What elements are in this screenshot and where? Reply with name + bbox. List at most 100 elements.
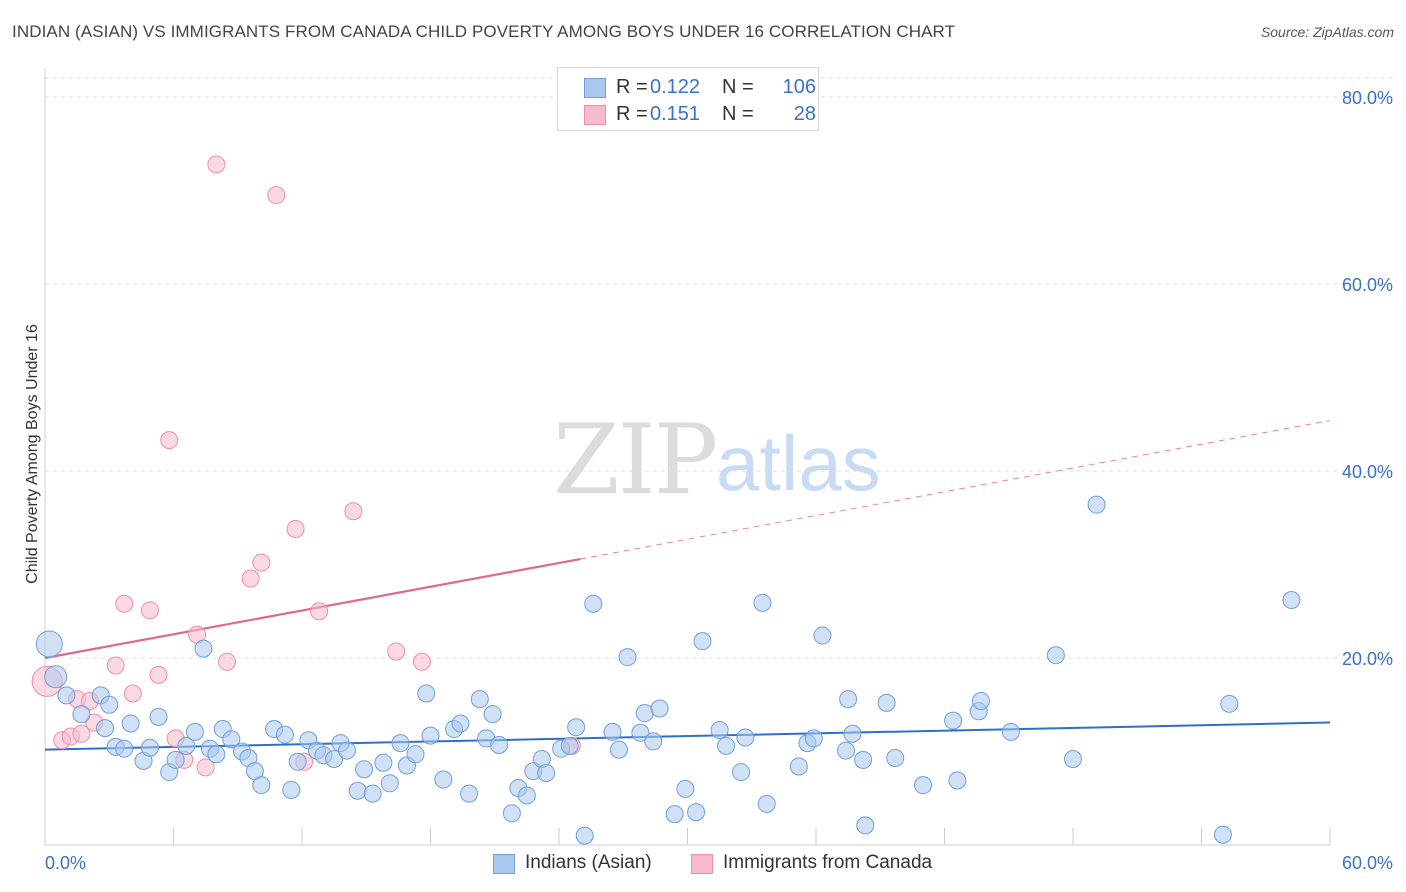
data-point-indians	[944, 711, 963, 730]
data-point-canada	[207, 155, 226, 174]
bottom-legend-label: Indians (Asian)	[525, 852, 652, 873]
data-point-indians	[355, 760, 374, 779]
axes	[44, 68, 1331, 846]
legend-swatch-blue	[584, 78, 606, 98]
watermark-zip: ZIP	[553, 404, 718, 516]
data-point-indians	[1046, 646, 1065, 665]
bottom-legend-swatch-blue	[493, 854, 515, 874]
data-point-indians	[618, 648, 637, 667]
data-point-canada	[412, 652, 431, 671]
data-point-canada	[149, 665, 168, 684]
data-point-indians	[736, 728, 755, 747]
data-point-indians	[194, 639, 213, 658]
data-point-indians	[584, 594, 603, 613]
data-point-indians	[421, 726, 440, 745]
data-point-indians	[121, 714, 140, 733]
data-point-indians	[1087, 495, 1106, 514]
data-point-indians	[1282, 591, 1301, 610]
data-point-indians	[650, 699, 669, 718]
legend-n-value: 106	[782, 76, 816, 98]
data-point-indians	[693, 632, 712, 651]
data-point-canada	[72, 724, 91, 743]
data-point-indians	[35, 630, 63, 658]
data-point-indians	[502, 804, 521, 823]
data-point-indians	[710, 720, 729, 739]
data-point-canada	[267, 186, 286, 205]
data-point-indians	[609, 740, 628, 759]
data-point-indians	[843, 724, 862, 743]
data-point-indians	[490, 735, 509, 754]
data-point-indians	[1220, 694, 1239, 713]
series-immigrants-from-canada	[31, 155, 581, 777]
correlation-legend: R = 0.122 N = 106 R = 0.151 N = 28	[557, 67, 819, 131]
legend-r-value: 0.122	[650, 76, 701, 98]
data-point-indians	[391, 734, 410, 753]
y-axis-label: Child Poverty Among Boys Under 16	[24, 324, 41, 584]
data-point-indians	[1213, 825, 1232, 844]
data-point-indians	[1064, 749, 1082, 768]
data-point-indians	[631, 723, 650, 742]
data-point-canada	[160, 431, 179, 450]
trend-lines	[44, 420, 1331, 751]
data-point-indians	[560, 736, 579, 755]
x-tick-label-max: 60.0%	[1342, 853, 1393, 873]
data-point-canada	[286, 519, 305, 538]
data-point-indians	[325, 749, 344, 768]
data-point-canada	[140, 601, 159, 620]
data-point-indians	[252, 776, 271, 795]
data-point-indians	[483, 705, 502, 724]
legend-n-value: 28	[793, 103, 816, 125]
data-point-indians	[166, 750, 185, 769]
data-point-canada	[241, 569, 260, 588]
data-point-indians	[854, 750, 873, 769]
data-point-indians	[635, 704, 654, 723]
data-point-indians	[451, 714, 470, 733]
data-point-indians	[567, 718, 586, 737]
data-point-indians	[95, 719, 114, 738]
data-point-indians	[374, 753, 393, 772]
data-point-indians	[406, 745, 425, 764]
legend-n-label: N =	[722, 103, 754, 125]
y-tick-label: 40.0%	[1342, 462, 1393, 482]
data-point-canada	[115, 594, 134, 613]
data-point-indians	[789, 757, 808, 776]
data-point-indians	[665, 805, 684, 824]
data-point-indians	[460, 784, 479, 803]
data-point-indians	[644, 732, 663, 751]
data-point-indians	[948, 771, 967, 790]
data-point-indians	[839, 690, 858, 709]
data-point-indians	[72, 705, 91, 724]
data-point-indians	[417, 684, 436, 703]
chart-title: INDIAN (ASIAN) VS IMMIGRANTS FROM CANADA…	[12, 22, 956, 41]
legend-n-label: N =	[722, 76, 754, 98]
data-point-indians	[757, 794, 776, 813]
source-label: Source: ZipAtlas.com	[1260, 24, 1394, 40]
bottom-legend-swatch-pink	[691, 854, 713, 874]
data-point-canada	[218, 652, 237, 671]
trend-line-indians	[44, 721, 1331, 751]
data-point-indians	[886, 749, 905, 768]
data-point-indians	[140, 738, 159, 757]
data-point-indians	[100, 695, 119, 714]
data-point-canada	[123, 684, 142, 703]
data-point-canada	[344, 502, 363, 521]
data-point-indians	[732, 763, 751, 782]
data-point-indians	[115, 739, 134, 758]
data-point-canada	[310, 602, 329, 621]
x-tick-label-min: 0.0%	[45, 853, 86, 873]
data-point-indians	[1001, 722, 1020, 741]
data-point-indians	[434, 770, 453, 789]
watermark-atlas: atlas	[716, 419, 881, 507]
y-tick-label: 80.0%	[1342, 88, 1393, 108]
data-point-indians	[282, 780, 301, 799]
data-point-indians	[149, 707, 168, 726]
data-point-indians	[813, 626, 832, 645]
data-point-indians	[380, 774, 399, 793]
data-point-indians	[288, 752, 307, 771]
data-point-indians	[537, 764, 556, 783]
data-point-indians	[363, 784, 382, 803]
trend-line-canada-extrapolated	[580, 420, 1331, 560]
data-point-indians	[836, 741, 855, 760]
data-point-indians	[275, 725, 294, 744]
data-point-canada	[387, 642, 406, 661]
